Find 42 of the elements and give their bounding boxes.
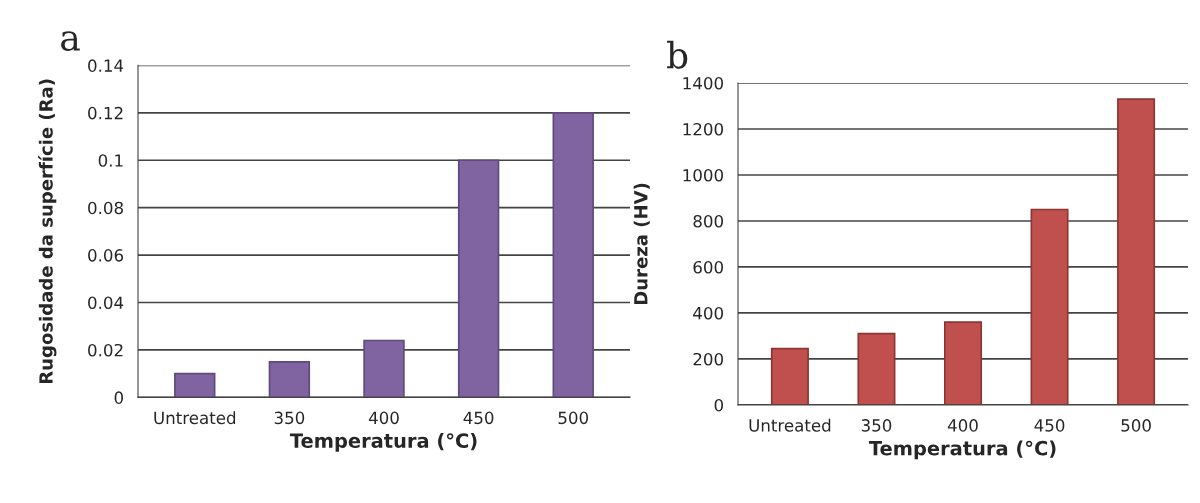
x-tick-label: 450	[463, 411, 494, 425]
y-tick-label: 0.12	[88, 106, 123, 120]
x-tick-label: 350	[274, 411, 305, 425]
bar	[770, 347, 809, 405]
y-tick-label: 1400	[683, 76, 723, 90]
y-tick-label: 0.02	[88, 343, 123, 357]
bar	[174, 372, 216, 398]
x-tick-label: 500	[1121, 419, 1151, 432]
y-axis-title: Dureza (HV)	[633, 183, 650, 305]
y-tick-label: 600	[693, 260, 723, 274]
x-tick-label: 450	[1034, 419, 1065, 432]
y-tick-label: 0	[114, 391, 123, 404]
x-tick-label: 500	[558, 411, 589, 425]
chart-title: a	[61, 31, 80, 51]
y-tick-label: 1000	[683, 168, 723, 182]
y-tick-label: 200	[693, 352, 723, 366]
x-tick-label: Untreated	[749, 418, 831, 432]
x-tick-label: 400	[368, 411, 399, 425]
x-tick-label: 350	[861, 419, 892, 432]
x-tick-label: 400	[947, 419, 978, 432]
y-tick-label: 0.08	[88, 201, 123, 215]
y-tick-label: 0.1	[98, 154, 123, 167]
x-tick-label: Untreated	[154, 411, 236, 425]
y-tick-label: 0.04	[88, 296, 124, 310]
bar	[552, 111, 594, 398]
y-tick-label: 800	[693, 214, 723, 228]
x-axis-title: Temperatura (°C)	[868, 440, 1056, 460]
bar	[1030, 208, 1069, 405]
x-axis-title: Temperatura (°C)	[289, 432, 477, 452]
bar	[1117, 98, 1156, 405]
bar	[363, 339, 405, 398]
y-tick-label: 0.14	[88, 59, 124, 72]
y-tick-label: 1200	[683, 122, 723, 136]
bar	[943, 321, 983, 405]
bar	[857, 332, 896, 405]
y-tick-label: 0	[714, 398, 723, 412]
bar	[268, 360, 311, 398]
y-tick-label: 400	[693, 306, 723, 320]
bar	[457, 159, 500, 398]
chart-title: b	[667, 40, 688, 69]
y-tick-label: 0.06	[88, 249, 124, 262]
y-axis-title: Rugosidade da superfície (Ra)	[38, 79, 57, 384]
